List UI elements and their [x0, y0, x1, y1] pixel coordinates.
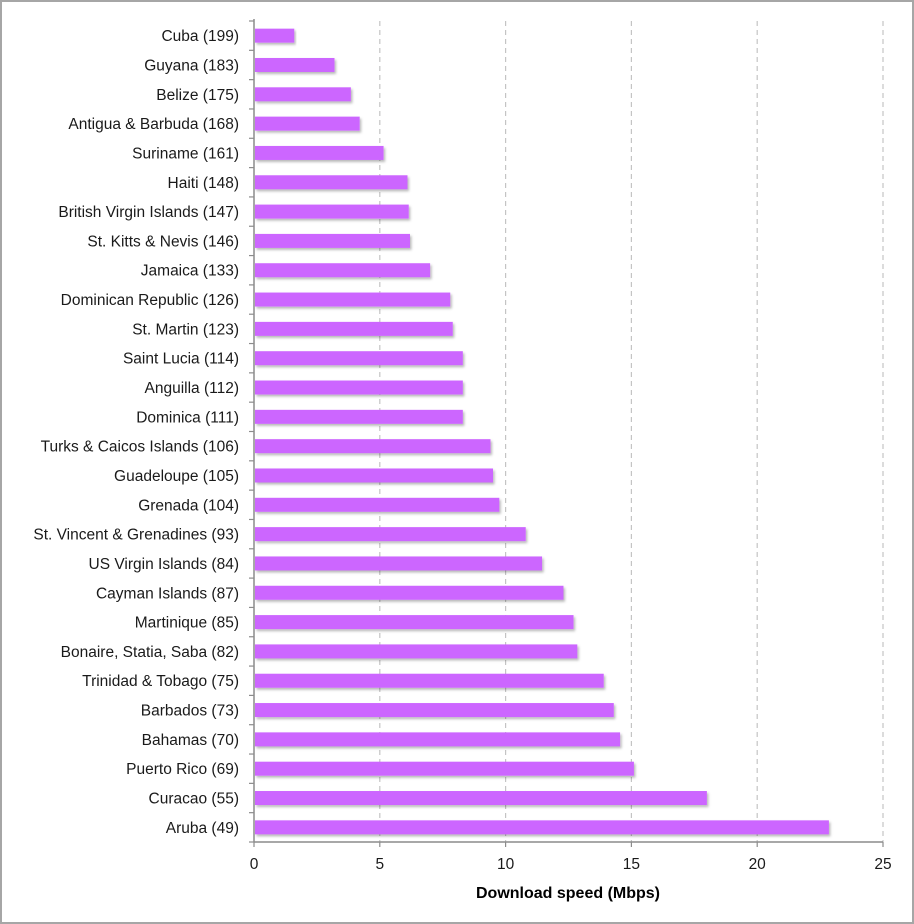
category-label: St. Vincent & Grenadines (93) [33, 527, 239, 544]
bar [255, 233, 410, 248]
category-label: Bahamas (70) [142, 732, 239, 749]
bar [255, 87, 351, 102]
category-label: Grenada (104) [138, 497, 239, 514]
bar [255, 175, 408, 190]
category-label: US Virgin Islands (84) [89, 556, 239, 573]
bar [255, 145, 384, 160]
category-label: Puerto Rico (69) [126, 761, 239, 778]
bar [255, 791, 707, 806]
bar [255, 116, 360, 131]
bar [255, 292, 451, 307]
bar [255, 468, 494, 483]
category-label: Curacao (55) [149, 791, 239, 808]
category-label: Suriname (161) [132, 145, 239, 162]
category-label: Cayman Islands (87) [96, 585, 239, 602]
x-tick-label: 0 [250, 856, 259, 873]
category-label: Dominica (111) [136, 409, 239, 426]
bar [255, 439, 491, 454]
bar [255, 527, 526, 542]
bar [255, 644, 578, 659]
category-label: Martinique (85) [135, 615, 239, 632]
x-tick-label: 10 [497, 856, 515, 873]
category-label: Antigua & Barbuda (168) [68, 116, 239, 133]
bar [255, 497, 500, 512]
bar [255, 556, 543, 571]
bar [255, 703, 614, 718]
bar [255, 321, 453, 336]
gridlines [379, 21, 884, 842]
x-tick-label: 5 [375, 856, 384, 873]
category-label: Cuba (199) [161, 28, 239, 45]
x-tick-label: 25 [874, 856, 891, 873]
category-label: St. Martin (123) [132, 321, 239, 338]
x-tick-label: 20 [749, 856, 767, 873]
category-label: Haiti (148) [168, 175, 240, 192]
category-label: Saint Lucia (114) [123, 351, 239, 368]
bar [255, 615, 574, 630]
bar [255, 673, 604, 688]
axes [249, 19, 884, 847]
bar [255, 585, 564, 600]
bar [255, 204, 409, 219]
bar [255, 351, 463, 366]
x-tick-label: 15 [623, 856, 640, 873]
category-label: Anguilla (112) [145, 380, 240, 397]
category-label: Jamaica (133) [141, 263, 239, 280]
bar [255, 28, 295, 43]
bar [255, 380, 463, 395]
category-labels: Cuba (199) Guyana (183) Belize (175) Antigu… [33, 28, 239, 837]
category-label: Bonaire, Statia, Saba (82) [61, 644, 239, 661]
category-label: Guyana (183) [144, 57, 239, 74]
bars [255, 28, 829, 835]
category-label: Turks & Caicos Islands (106) [41, 439, 239, 456]
category-label: Dominican Republic (126) [61, 292, 239, 309]
bar [255, 761, 634, 776]
bar [255, 57, 335, 72]
category-label: St. Kitts & Nevis (146) [87, 233, 239, 250]
category-label: Belize (175) [156, 87, 239, 104]
bar [255, 409, 463, 424]
bar [255, 732, 621, 747]
bar [255, 263, 431, 278]
category-label: British Virgin Islands (147) [58, 204, 239, 221]
category-label: Barbados (73) [141, 703, 239, 720]
category-label: Trinidad & Tobago (75) [82, 673, 239, 690]
x-axis-label: Download speed (Mbps) [476, 885, 660, 902]
x-tick-labels: 0 5 10 15 20 25 [250, 856, 892, 873]
category-label: Aruba (49) [166, 820, 239, 837]
bar [255, 820, 829, 835]
category-label: Guadeloupe (105) [114, 468, 239, 485]
